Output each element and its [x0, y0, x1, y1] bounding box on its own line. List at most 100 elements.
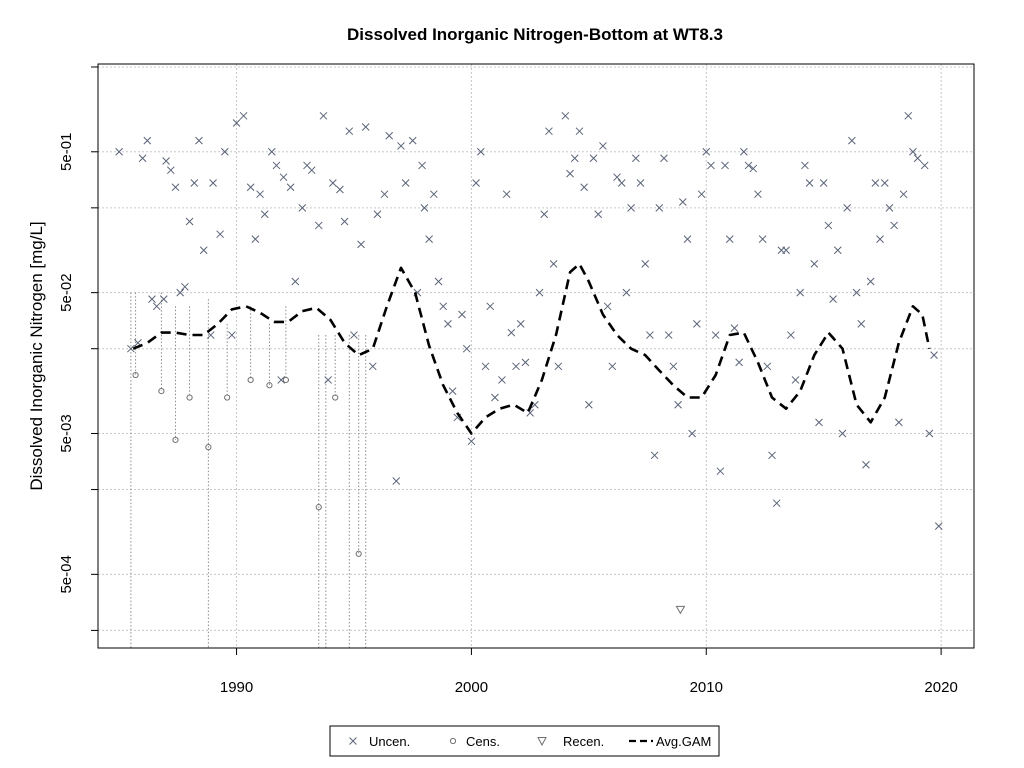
legend-label-avg-gam: Avg.GAM: [656, 734, 711, 749]
uncensored-point: [171, 183, 180, 192]
uncensored-point: [688, 429, 697, 438]
uncensored-point: [115, 147, 123, 156]
uncensored-point: [660, 154, 668, 163]
censored-point: [332, 394, 339, 401]
uncensored-point: [368, 362, 377, 371]
uncensored-point: [763, 362, 772, 371]
censored-point: [266, 382, 273, 389]
uncensored-point: [862, 460, 870, 469]
uncensored-point: [749, 164, 758, 173]
uncensored-point: [819, 179, 828, 187]
uncensored-point: [707, 161, 715, 170]
uncensored-point: [336, 185, 344, 194]
uncensored-point: [594, 210, 603, 219]
uncensored-point: [791, 376, 800, 384]
circle-marker-icon: [449, 737, 457, 745]
legend-box: [329, 725, 720, 757]
uncensored-point: [521, 358, 530, 367]
y-axis-title: Dissolved Inorganic Nitrogen [mg/L]: [27, 221, 46, 490]
legend-item-avg-gam: Avg.GAM: [629, 734, 711, 749]
uncensored-point: [641, 260, 650, 268]
uncensored-point: [307, 166, 316, 175]
recensored-point: [675, 605, 686, 615]
uncensored-point: [166, 166, 175, 175]
censored-point: [247, 376, 254, 384]
uncensored-point: [420, 203, 429, 212]
uncensored-point: [418, 161, 426, 170]
uncensored-point: [220, 147, 229, 156]
x-tick-label: 2010: [690, 679, 723, 696]
censored-point: [355, 550, 362, 557]
uncensored-point: [199, 246, 208, 255]
legend-label-cens: Cens.: [466, 734, 500, 749]
uncensored-point: [190, 179, 199, 187]
uncensored-point: [782, 246, 790, 255]
uncensored-point: [646, 331, 654, 339]
uncensored-point: [815, 418, 823, 427]
uncensored-point: [232, 119, 241, 127]
uncensored-point: [425, 235, 433, 243]
censored-point: [282, 376, 289, 384]
legend-label-recen: Recen.: [563, 734, 604, 749]
uncensored-point: [848, 136, 856, 145]
uncensored-point: [507, 328, 516, 337]
y-tick-label: 5e-04: [58, 555, 75, 593]
uncensored-point: [209, 179, 217, 187]
uncensored-point: [476, 147, 485, 156]
uncensored-point: [930, 351, 938, 359]
uncensored-point: [899, 190, 908, 199]
uncensored-point: [608, 362, 617, 371]
uncensored-point: [516, 320, 525, 328]
uncensored-point: [267, 147, 276, 156]
uncensored-point: [697, 190, 706, 199]
uncensored-point: [408, 136, 417, 145]
uncensored-point: [260, 210, 269, 219]
uncensored-point: [721, 161, 729, 170]
x-tick-label: 2000: [455, 679, 488, 696]
uncensored-point: [429, 190, 438, 199]
uncensored-point: [909, 147, 917, 156]
gam-curve: [132, 262, 931, 435]
uncensored-point: [228, 331, 236, 339]
uncensored-point: [357, 240, 365, 249]
uncensored-point: [711, 331, 720, 339]
uncensored-point: [913, 154, 922, 163]
uncensored-point: [631, 154, 640, 163]
x-axis: 1990 2000 2010 2020: [220, 648, 958, 696]
uncensored-point: [246, 183, 255, 192]
uncensored-point: [286, 183, 295, 192]
uncensored-point: [570, 154, 579, 163]
uncensored-point: [801, 161, 809, 170]
uncensored-point: [664, 331, 673, 339]
uncensored-point: [627, 203, 635, 212]
uncensored-point: [674, 400, 682, 409]
uncensored-point: [535, 288, 544, 297]
uncensored-point: [385, 131, 394, 140]
censored-point: [158, 387, 165, 395]
uncensored-point: [434, 277, 443, 286]
uncensored-point: [272, 161, 281, 170]
x-tick-label: 2020: [924, 679, 957, 696]
y-tick-label: 5e-03: [58, 414, 75, 452]
uncensored-point: [439, 302, 448, 311]
uncensored-point: [554, 362, 563, 371]
uncensored-point: [739, 147, 748, 156]
uncensored-point: [549, 260, 558, 268]
uncensored-point: [885, 203, 894, 212]
uncensored-point: [678, 198, 687, 206]
uncensored-point: [824, 221, 833, 230]
uncensored-point: [810, 260, 819, 268]
censored-point: [315, 504, 322, 511]
uncensored-point: [768, 451, 776, 460]
uncensored-point: [373, 210, 382, 219]
uncensored-point: [462, 344, 471, 353]
uncensored-point: [603, 302, 612, 311]
uncensored-point: [702, 147, 711, 156]
grid: [98, 64, 974, 648]
uncensored-point: [251, 235, 260, 243]
uncensored-point: [486, 302, 495, 311]
triangle-down-marker-icon: [537, 737, 547, 747]
uncensored-point: [693, 320, 701, 328]
uncensored-point: [314, 221, 323, 230]
